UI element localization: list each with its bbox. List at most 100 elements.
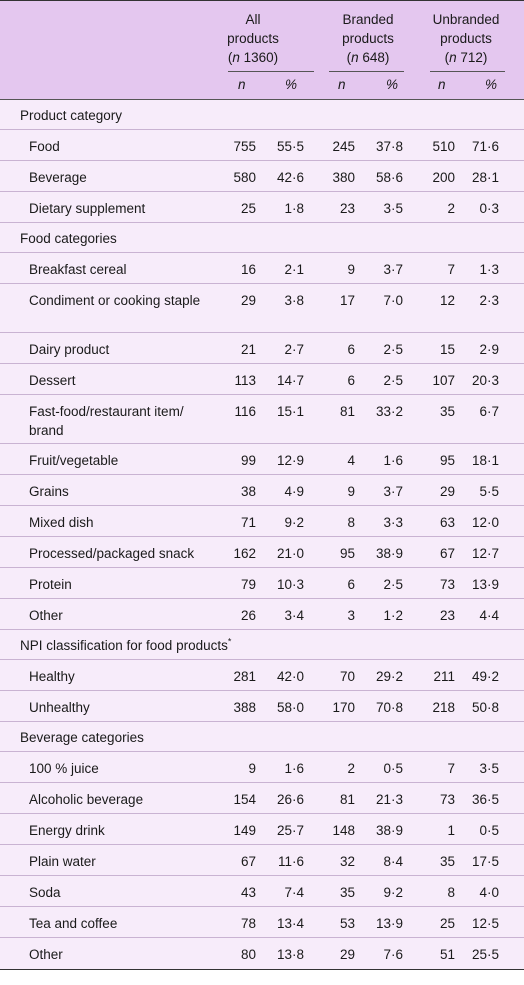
cell-unbranded-percent: 36·5 <box>471 792 499 807</box>
table-row: Fast-food/restaurant item/ brand 116 15·1 8… <box>0 395 524 444</box>
cell-branded-percent: 1·2 <box>383 608 403 623</box>
cell-unbranded-n: 2 <box>447 201 455 216</box>
table-row: Mixed dish 71 9·2 8 3·3 63 12·0 <box>0 506 524 537</box>
table-row: Dessert 113 14·7 6 2·5 107 20·3 <box>0 364 524 395</box>
row-label: Condiment or cooking staple <box>29 293 201 308</box>
table-row: Fruit/vegetable 99 12·9 4 1·6 95 18·1 <box>0 444 524 475</box>
cell-branded-percent: 38·9 <box>375 823 403 838</box>
cell-branded-n: 95 <box>339 546 355 561</box>
header-group-subtitle: products <box>440 31 492 46</box>
section-title: Product category <box>20 106 440 125</box>
cell-unbranded-n: 35 <box>439 404 455 419</box>
cell-unbranded-n: 15 <box>439 342 455 357</box>
cell-branded-percent: 2·5 <box>383 373 403 388</box>
cell-branded-n: 17 <box>339 293 355 308</box>
subheader-n: n <box>238 77 246 92</box>
cell-unbranded-percent: 5·5 <box>479 484 499 499</box>
cell-all-n: 25 <box>240 201 256 216</box>
header-rule <box>430 71 505 72</box>
cell-all-n: 99 <box>240 453 256 468</box>
table-row: 100 % juice 9 1·6 2 0·5 7 3·5 <box>0 752 524 783</box>
cell-all-percent: 9·2 <box>284 515 304 530</box>
cell-branded-n: 8 <box>347 515 355 530</box>
cell-unbranded-percent: 12·5 <box>471 916 499 931</box>
cell-all-percent: 42·6 <box>276 170 304 185</box>
cell-unbranded-percent: 2·3 <box>479 293 499 308</box>
row-label: Dairy product <box>29 342 110 357</box>
row-label: Grains <box>29 484 69 499</box>
cell-all-percent: 26·6 <box>276 792 304 807</box>
table-row: Soda 43 7·4 35 9·2 8 4·0 <box>0 876 524 907</box>
table-row: Breakfast cereal 16 2·1 9 3·7 7 1·3 <box>0 253 524 284</box>
cell-unbranded-percent: 0·3 <box>479 201 499 216</box>
header-group-count: (n 712) <box>444 50 488 65</box>
row-label: Plain water <box>29 854 96 869</box>
cell-branded-n: 4 <box>347 453 355 468</box>
table-row: Other 26 3·4 3 1·2 23 4·4 <box>0 599 524 630</box>
cell-unbranded-n: 51 <box>439 947 455 962</box>
subheader-percent: % <box>485 77 498 92</box>
cell-unbranded-n: 200 <box>432 170 455 185</box>
cell-all-percent: 4·9 <box>284 484 304 499</box>
cell-branded-percent: 33·2 <box>375 404 403 419</box>
header-rule <box>228 71 314 72</box>
table-row: Beverage 580 42·6 380 58·6 200 28·1 <box>0 161 524 192</box>
cell-all-percent: 42·0 <box>276 669 304 684</box>
cell-all-percent: 58·0 <box>276 700 304 715</box>
cell-branded-n: 70 <box>339 669 355 684</box>
cell-all-percent: 15·1 <box>276 404 304 419</box>
header-group-unbranded: Unbranded products (n 712) <box>423 10 509 67</box>
cell-unbranded-n: 95 <box>439 453 455 468</box>
cell-branded-percent: 8·4 <box>383 854 403 869</box>
cell-branded-percent: 37·8 <box>375 139 403 154</box>
header-group-count: (n 648) <box>346 50 390 65</box>
cell-all-percent: 14·7 <box>276 373 304 388</box>
table-row: Energy drink 149 25·7 148 38·9 1 0·5 <box>0 814 524 845</box>
table-row: Plain water 67 11·6 32 8·4 35 17·5 <box>0 845 524 876</box>
cell-branded-n: 32 <box>339 854 355 869</box>
row-label: Dietary supplement <box>29 201 146 216</box>
cell-all-percent: 11·6 <box>277 854 304 869</box>
cell-unbranded-n: 8 <box>447 885 455 900</box>
cell-branded-n: 6 <box>347 577 355 592</box>
subheader-n: n <box>338 77 346 92</box>
cell-branded-n: 29 <box>339 947 355 962</box>
cell-unbranded-percent: 12·0 <box>471 515 499 530</box>
row-label: Food <box>29 139 60 154</box>
cell-unbranded-percent: 2·9 <box>479 342 499 357</box>
cell-unbranded-percent: 1·3 <box>479 262 499 277</box>
row-label: Other <box>29 947 63 962</box>
header-group-branded: Branded products (n 648) <box>325 10 411 67</box>
cell-unbranded-n: 67 <box>439 546 455 561</box>
cell-all-percent: 55·5 <box>276 139 304 154</box>
table-body: Product category Food 755 55·5 245 37·8 510 71·… <box>0 100 524 969</box>
row-label: Breakfast cereal <box>29 262 127 277</box>
row-label: Other <box>29 608 63 623</box>
cell-branded-n: 148 <box>332 823 355 838</box>
cell-unbranded-n: 107 <box>432 373 455 388</box>
header-group-title: All <box>245 12 261 27</box>
cell-all-n: 9 <box>248 761 256 776</box>
cell-unbranded-n: 29 <box>439 484 455 499</box>
cell-unbranded-percent: 20·3 <box>471 373 499 388</box>
subheader-percent: % <box>285 77 298 92</box>
cell-branded-percent: 7·0 <box>383 293 403 308</box>
cell-branded-percent: 3·3 <box>383 515 403 530</box>
cell-branded-n: 2 <box>347 761 355 776</box>
row-label: Healthy <box>29 669 75 684</box>
cell-unbranded-n: 7 <box>447 761 455 776</box>
section-heading-row: Product category <box>0 100 524 130</box>
table-row: Food 755 55·5 245 37·8 510 71·6 <box>0 130 524 161</box>
cell-branded-percent: 13·9 <box>375 916 403 931</box>
cell-all-percent: 10·3 <box>276 577 304 592</box>
cell-all-n: 154 <box>233 792 256 807</box>
table-row: Protein 79 10·3 6 2·5 73 13·9 <box>0 568 524 599</box>
cell-all-n: 755 <box>233 139 256 154</box>
cell-unbranded-n: 12 <box>439 293 455 308</box>
cell-branded-percent: 7·6 <box>383 947 403 962</box>
cell-unbranded-percent: 4·0 <box>479 885 499 900</box>
cell-all-percent: 12·9 <box>276 453 304 468</box>
cell-unbranded-n: 211 <box>433 669 455 684</box>
cell-all-n: 38 <box>240 484 256 499</box>
